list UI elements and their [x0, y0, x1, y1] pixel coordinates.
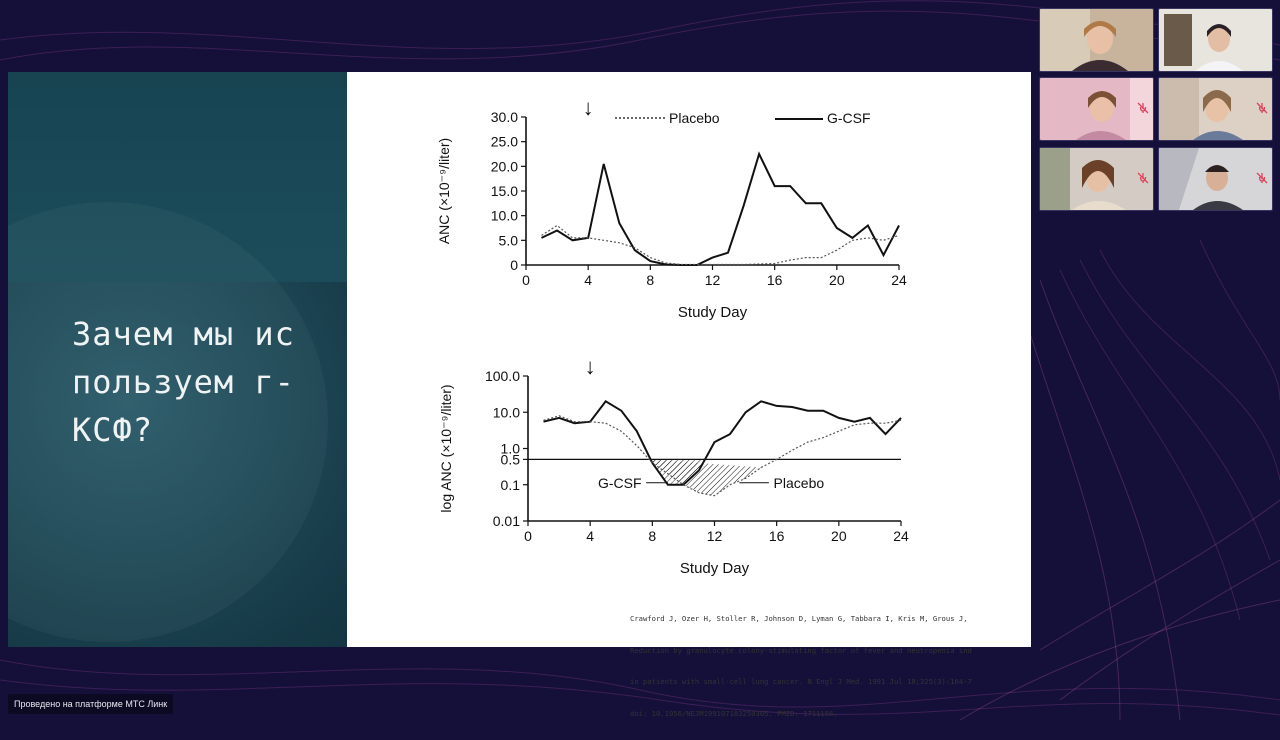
participant-video: [1159, 78, 1272, 140]
series-line-gcsf: [543, 399, 902, 486]
dosing-arrow: ↓: [583, 95, 594, 120]
citation-line: in patients with small-cell lung cancer.…: [630, 677, 972, 686]
annotation-gcsf: G-CSF: [598, 475, 642, 491]
y-tick-label: 15.0: [491, 183, 518, 199]
legend-label-gcsf: G-CSF: [827, 110, 871, 126]
y-tick-label: 5.0: [499, 232, 519, 248]
participant-video: [1040, 9, 1153, 71]
y-tick-label: 20.0: [491, 158, 518, 174]
x-tick-label: 24: [891, 272, 907, 288]
series-line-gcsf: [541, 151, 900, 266]
video-tile-participant-1[interactable]: [1039, 8, 1154, 72]
background-waves: [0, 0, 1280, 720]
video-tile-participant-2[interactable]: [1158, 8, 1273, 72]
participant-video: [1040, 78, 1153, 140]
x-tick-label: 20: [829, 272, 845, 288]
mic-muted-icon: [1137, 172, 1149, 184]
platform-watermark: Проведено на платформе МТС Линк: [8, 694, 174, 714]
x-tick-label: 20: [831, 528, 847, 544]
citation-line: Reduction by granulocyte colony-stimulat…: [630, 645, 972, 655]
y-tick-label: 30.0: [491, 109, 518, 125]
mic-muted-icon: [1256, 102, 1268, 114]
y-tick-label: 100.0: [485, 368, 520, 384]
citation-line: Crawford J, Ozer H, Stoller R, Johnson D…: [630, 614, 968, 623]
x-tick-label: 4: [584, 272, 592, 288]
slide-content: 0 4 8 12 16 20 24 0 5.0 10.0 15.0 20.0 25.0 30.0 Study…: [347, 72, 1031, 718]
x-tick-label: 0: [522, 272, 530, 288]
x-tick-label: 8: [648, 528, 656, 544]
y-tick-label: 10.0: [491, 208, 518, 224]
x-tick-label: 12: [705, 272, 721, 288]
slide-top-band: [8, 72, 347, 282]
y-tick-label: 10.0: [493, 404, 520, 420]
x-tick-label: 12: [707, 528, 723, 544]
y-tick-label: 25.0: [491, 134, 518, 150]
y-tick-label: 0: [510, 257, 518, 273]
video-tile-participant-6[interactable]: [1158, 147, 1273, 211]
x-tick-label: 24: [893, 528, 909, 544]
slide-title: Зачем мы используем г-КСФ?: [72, 315, 295, 449]
x-tick-label: 16: [769, 528, 785, 544]
legend-label-placebo: Placebo: [669, 110, 720, 126]
x-tick-label: 0: [524, 528, 532, 544]
citation-line: doi: 10.1056/NEJM199107183250305. PMID: …: [630, 708, 838, 718]
x-tick-label: 4: [586, 528, 594, 544]
x-axis-label: Study Day: [680, 560, 750, 577]
participant-video: [1040, 148, 1153, 210]
y-tick-label: 0.1: [501, 477, 521, 493]
y-tick-label: 1.0: [501, 441, 521, 457]
series-line-placebo: [541, 224, 900, 266]
chart-figure: 0 4 8 12 16 20 24 0 5.0 10.0 15.0 20.0 25.0 30.0 Study…: [436, 95, 909, 577]
x-tick-label: 16: [767, 272, 783, 288]
video-tile-participant-3[interactable]: [1039, 77, 1154, 141]
mic-muted-icon: [1256, 172, 1268, 184]
video-tile-participant-5[interactable]: [1039, 147, 1154, 211]
y-tick-label: 0.5: [501, 451, 521, 467]
mic-muted-icon: [1137, 102, 1149, 114]
slide-left-panel: Зачем мы используем г-КСФ?: [8, 72, 347, 647]
video-tile-participant-4[interactable]: [1158, 77, 1273, 141]
x-axis-label: Study Day: [678, 304, 748, 321]
annotation-placebo: Placebo: [774, 475, 825, 491]
participant-video: [1159, 9, 1272, 71]
series-line-placebo: [543, 415, 902, 497]
x-tick-label: 8: [646, 272, 654, 288]
participant-video: [1159, 148, 1272, 210]
citation: Crawford J, Ozer H, Stoller R, Johnson D…: [630, 593, 1030, 740]
dosing-arrow: ↓: [585, 354, 596, 379]
y-axis-label: log ANC (×10⁻⁹/liter): [438, 384, 454, 512]
y-tick-label: 0.01: [493, 513, 520, 529]
y-axis-label: ANC (×10⁻⁹/liter): [436, 138, 452, 244]
